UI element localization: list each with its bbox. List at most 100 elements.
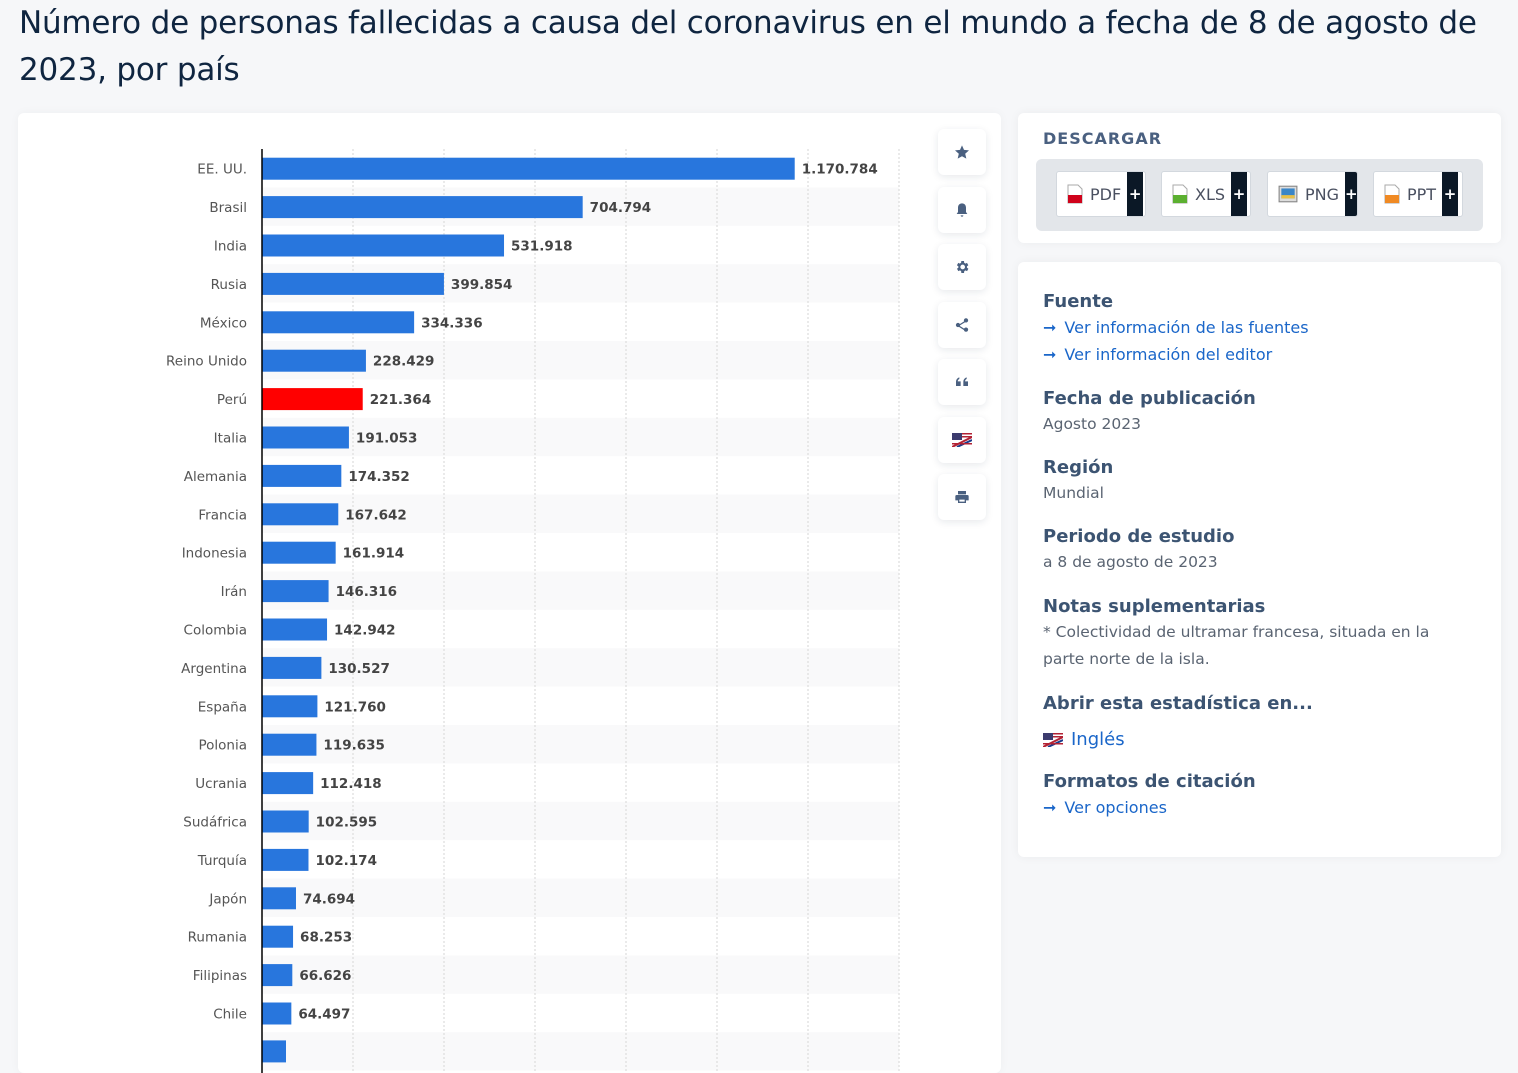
bar[interactable] — [262, 772, 314, 795]
download-pdf-button[interactable]: PDF + — [1056, 171, 1146, 217]
download-xls-label: XLS — [1195, 184, 1226, 204]
bar[interactable] — [262, 887, 296, 910]
share-button[interactable] — [938, 301, 986, 348]
study-period-section: Periodo de estudio a 8 de agosto de 2023 — [1043, 525, 1234, 576]
notes-line: parte norte de la isla. — [1043, 650, 1210, 668]
source-section: Fuente ➞ Ver información de las fuentes ➞… — [1043, 290, 1309, 368]
share-icon — [955, 317, 969, 332]
arrow-right-icon: ➞ — [1043, 345, 1057, 364]
download-pdf-label: PDF — [1090, 184, 1122, 204]
print-button[interactable] — [938, 474, 986, 520]
download-png-label: PNG — [1305, 184, 1340, 204]
bar[interactable] — [262, 1040, 286, 1063]
citation-heading: Formatos de citación — [1043, 771, 1256, 792]
value-label: 191.053 — [356, 431, 418, 447]
value-label: 74.694 — [303, 891, 355, 907]
value-label: 68.253 — [300, 930, 352, 946]
bar[interactable] — [262, 695, 318, 718]
bar[interactable] — [262, 388, 363, 411]
bar[interactable] — [262, 426, 349, 449]
bar[interactable] — [262, 272, 444, 295]
category-label: Italia — [214, 431, 247, 447]
plus-icon[interactable]: + — [1231, 172, 1248, 216]
value-label: 174.352 — [348, 469, 410, 485]
value-label: 142.942 — [334, 623, 396, 639]
bar[interactable] — [262, 311, 415, 334]
bar[interactable] — [262, 157, 795, 180]
download-xls-button[interactable]: XLS + — [1161, 171, 1251, 217]
bar[interactable] — [262, 925, 294, 948]
category-label: Japón — [208, 891, 247, 907]
open-in-heading: Abrir esta estadística en... — [1043, 693, 1313, 714]
download-ppt-button[interactable]: PPT + — [1373, 171, 1463, 217]
row-stripe — [262, 878, 899, 917]
source-info-link[interactable]: ➞ Ver información de las fuentes — [1043, 314, 1309, 341]
category-label: Filipinas — [193, 968, 247, 984]
bar[interactable] — [262, 580, 329, 603]
value-label: 1.170.784 — [802, 162, 878, 178]
bar[interactable] — [262, 503, 339, 526]
row-stripe — [262, 955, 899, 994]
citation-button[interactable] — [938, 359, 986, 405]
bar[interactable] — [262, 541, 336, 564]
notes-line: * Colectividad de ultramar francesa, sit… — [1043, 623, 1430, 641]
category-label: Perú — [217, 392, 247, 408]
category-label: Turquía — [197, 853, 247, 869]
bar[interactable] — [262, 464, 342, 487]
category-label: Rumania — [188, 930, 247, 946]
bar[interactable] — [262, 1002, 292, 1025]
alert-button[interactable] — [938, 186, 986, 233]
category-label: Ucrania — [195, 776, 247, 792]
citation-section: Formatos de citación ➞ Ver opciones — [1043, 770, 1256, 821]
bar[interactable] — [262, 618, 328, 641]
bar[interactable] — [262, 810, 309, 833]
category-label: Francia — [198, 507, 247, 523]
bar[interactable] — [262, 196, 583, 219]
plus-icon[interactable]: + — [1345, 172, 1357, 216]
value-label: 112.418 — [320, 776, 382, 792]
favorite-button[interactable] — [938, 129, 986, 175]
pdf-file-icon — [1067, 184, 1083, 204]
citation-options-link[interactable]: ➞ Ver opciones — [1043, 794, 1256, 821]
settings-button[interactable] — [938, 244, 986, 290]
study-period-value: a 8 de agosto de 2023 — [1043, 553, 1218, 571]
language-button[interactable] — [938, 416, 986, 463]
row-stripe — [262, 571, 899, 610]
open-in-english-link[interactable]: Inglés — [1043, 726, 1313, 753]
download-png-button[interactable]: PNG + — [1267, 171, 1358, 217]
page-title: Número de personas fallecidas a causa de… — [19, 5, 1477, 88]
category-label: Rusia — [211, 277, 247, 293]
value-label: 334.336 — [421, 315, 483, 331]
bar[interactable] — [262, 964, 293, 987]
bell-icon — [956, 202, 968, 217]
open-in-section: Abrir esta estadística en... Inglés — [1043, 692, 1313, 753]
bar[interactable] — [262, 848, 309, 871]
study-period-heading: Periodo de estudio — [1043, 526, 1235, 547]
category-label: Argentina — [181, 661, 247, 677]
bar[interactable] — [262, 234, 505, 257]
png-file-icon — [1278, 185, 1298, 203]
print-icon — [955, 491, 969, 503]
plus-icon[interactable]: + — [1127, 172, 1144, 216]
flag-icon — [952, 432, 972, 447]
value-label: 704.794 — [590, 200, 652, 216]
notes-section: Notas suplementarias * Colectividad de u… — [1043, 595, 1429, 673]
region-heading: Región — [1043, 457, 1114, 478]
star-icon — [955, 145, 969, 159]
row-stripe — [262, 725, 899, 764]
xls-file-icon — [1172, 184, 1188, 204]
bar[interactable] — [262, 656, 322, 679]
bar-chart: EE. UU. Brasil India Rusia México Reino Unido… — [166, 149, 900, 1073]
row-stripe — [262, 417, 899, 457]
value-label: 146.316 — [336, 584, 398, 600]
row-stripe — [262, 801, 899, 841]
bar[interactable] — [262, 733, 317, 756]
publisher-info-link-label: Ver información del editor — [1064, 345, 1273, 364]
category-label: Indonesia — [182, 546, 247, 562]
plus-icon[interactable]: + — [1442, 172, 1459, 216]
value-label: 121.760 — [324, 699, 386, 715]
open-in-english-label: Inglés — [1071, 729, 1125, 750]
value-label: 130.527 — [328, 661, 390, 677]
publisher-info-link[interactable]: ➞ Ver información del editor — [1043, 341, 1309, 368]
bar[interactable] — [262, 349, 366, 372]
